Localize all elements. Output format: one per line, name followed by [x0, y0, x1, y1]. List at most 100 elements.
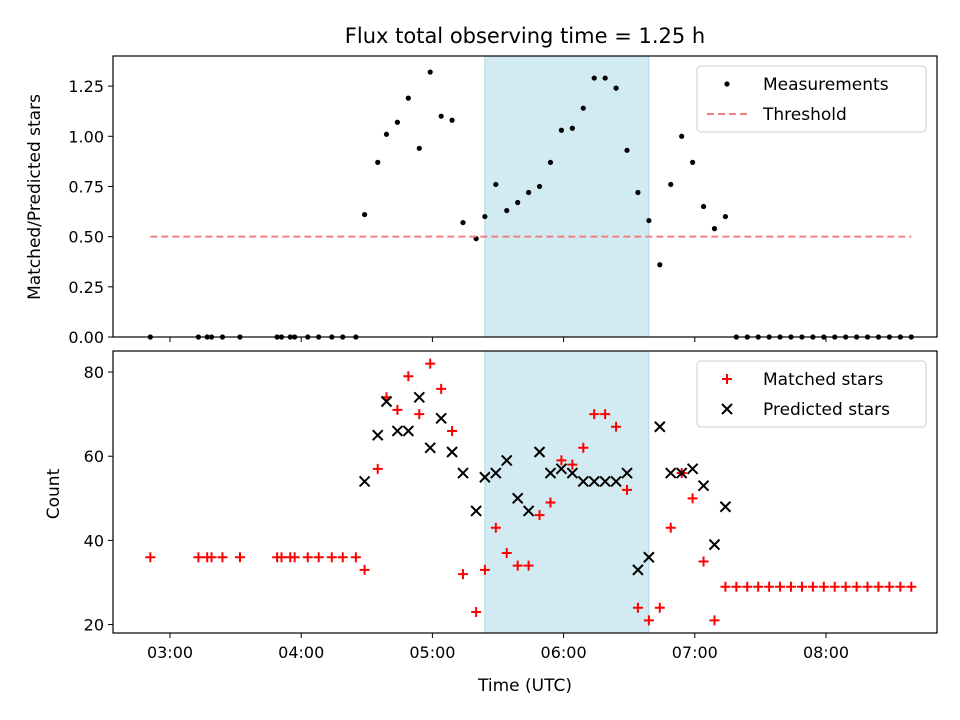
y-tick-label: 0.50	[68, 228, 104, 247]
matched-star-point	[873, 581, 884, 592]
matched-star-point	[611, 421, 622, 432]
matched-star-point	[425, 358, 436, 369]
y-tick-label: 40	[84, 531, 104, 550]
measurement-point	[438, 113, 444, 119]
x-tick-label: 08:00	[803, 643, 849, 662]
predicted-star-point	[665, 467, 677, 479]
matched-star-point	[145, 552, 156, 563]
measurement-point	[591, 75, 597, 81]
matched-star-point	[479, 564, 490, 575]
matched-star-point	[720, 581, 731, 592]
predicted-star-point	[708, 538, 721, 551]
measurement-point	[635, 189, 641, 196]
matched-star-point	[392, 404, 403, 415]
matched-star-point	[753, 581, 764, 592]
matched-star-point	[359, 564, 370, 575]
predicted-star-point	[402, 425, 415, 437]
matched-star-point	[709, 615, 720, 626]
measurement-point	[449, 117, 455, 123]
bottom-panel: 20 40 60 80 03:00 04:00 05:00 06:00 07:00 08:00 Ma…	[84, 350, 938, 662]
legend-box	[696, 65, 927, 133]
observing-window-shading	[484, 351, 649, 633]
predicted-star-point	[621, 467, 633, 479]
matched-star-point	[193, 552, 204, 563]
measurement-point	[657, 262, 663, 268]
predicted-star-point	[610, 475, 622, 488]
x-tick-label: 06:00	[541, 643, 587, 662]
matched-star-point	[807, 581, 818, 592]
measurement-point	[515, 199, 521, 206]
chart-title: Flux total observing time = 1.25 h	[345, 24, 705, 48]
predicted-star-point	[457, 467, 469, 479]
y-tick-label: 0.00	[68, 328, 104, 347]
legend-label: Matched stars	[763, 370, 883, 390]
predicted-star-point	[643, 551, 655, 563]
measurement-point	[526, 189, 532, 196]
measurement-point	[602, 75, 608, 81]
y-tick-label: 1.25	[68, 77, 104, 96]
matched-star-point	[840, 581, 851, 592]
y-tick-label: 0.25	[68, 278, 104, 297]
predicted-star-point	[413, 391, 425, 404]
predicted-star-point	[588, 475, 600, 488]
plot-frame	[112, 350, 938, 634]
matched-star-point	[313, 552, 324, 563]
predicted-star-point	[380, 395, 393, 408]
measurement-point	[375, 159, 381, 165]
bottom-y-axis-label: Count	[44, 468, 64, 519]
matched-star-point	[523, 560, 534, 571]
matched-star-point	[906, 581, 917, 592]
measurement-point	[722, 213, 729, 220]
measurement-point	[613, 85, 619, 91]
matched-star-point	[545, 497, 556, 508]
matched-star-point	[567, 459, 578, 470]
matched-star-point	[862, 581, 873, 592]
matched-star-point	[786, 581, 797, 592]
measurement-point	[362, 211, 368, 218]
measurement-point	[700, 203, 707, 210]
predicted-star-point	[577, 475, 589, 488]
predicted-star-point	[435, 412, 447, 425]
matched-star-point	[512, 560, 523, 571]
matched-star-point	[600, 409, 611, 420]
predicted-star-point	[544, 467, 557, 479]
predicted-star-point	[686, 463, 699, 475]
predicted-star-point	[599, 475, 611, 488]
measurement-point	[427, 69, 433, 75]
matched-star-point	[556, 455, 567, 466]
matched-star-point	[447, 425, 458, 436]
measurement-point	[383, 131, 390, 137]
matched-star-point	[403, 371, 414, 382]
matched-star-point	[764, 581, 775, 592]
legend-marker-x	[721, 403, 733, 415]
top-y-axis-label: Matched/Predicted stars	[25, 94, 45, 300]
matched-star-point	[731, 581, 742, 592]
observing-window-shading	[484, 56, 649, 337]
measurement-point	[504, 207, 510, 214]
legend-box	[696, 360, 927, 428]
matched-star-point	[654, 602, 665, 613]
matched-star-point	[436, 383, 447, 394]
legend-marker-dot	[724, 81, 730, 87]
predicted-star-point	[424, 442, 436, 454]
matched-star-point	[458, 569, 469, 580]
predicted-star-point	[697, 479, 710, 492]
measurement-point	[536, 183, 543, 190]
predicted-star-point	[446, 446, 458, 458]
matched-star-point	[534, 510, 545, 521]
predicted-star-point	[555, 463, 568, 475]
matched-star-point	[337, 552, 348, 563]
matched-star-point	[698, 556, 709, 567]
legend-label: Predicted stars	[763, 400, 890, 420]
legend-label: Threshold	[762, 105, 847, 125]
predicted-star-point	[372, 429, 384, 441]
matched-star-point	[589, 409, 600, 420]
measurement-point	[580, 105, 586, 111]
y-tick-label: 80	[84, 363, 104, 382]
x-tick-label: 05:00	[409, 643, 455, 662]
matched-star-point	[687, 493, 698, 504]
measurement-point	[690, 159, 696, 165]
predicted-star-point	[490, 467, 502, 479]
matched-star-point	[414, 409, 425, 420]
